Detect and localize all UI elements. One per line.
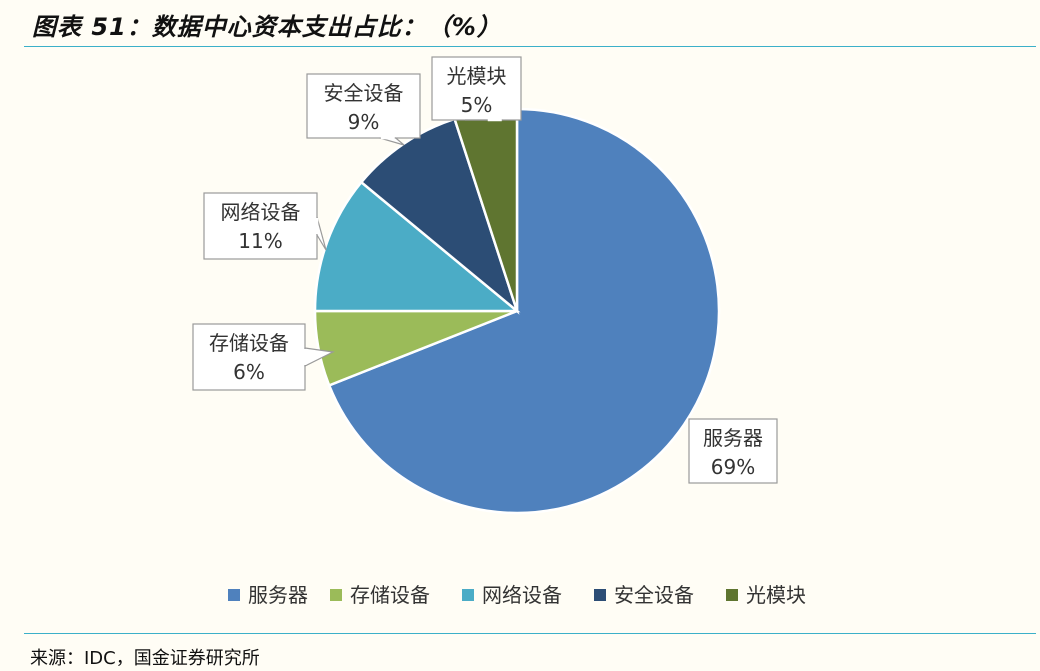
legend-item: 存储设备 — [330, 583, 430, 607]
figure-title: 图表 51：数据中心资本支出占比：（%） — [32, 13, 502, 41]
callout-box — [688, 418, 778, 484]
legend-swatch — [594, 589, 606, 601]
legend-item: 光模块 — [726, 583, 806, 607]
legend-label: 服务器 — [248, 583, 308, 607]
slice-callout: 光模块 5% — [431, 56, 522, 122]
legend-label: 存储设备 — [350, 583, 430, 607]
legend-label: 网络设备 — [482, 583, 562, 607]
legend-swatch — [228, 589, 240, 601]
callout-percent-label: 6% — [233, 360, 265, 384]
callout-box — [203, 192, 318, 260]
callout-category-label: 网络设备 — [221, 200, 301, 224]
legend-item: 安全设备 — [594, 583, 694, 607]
legend-swatch — [462, 589, 474, 601]
slice-callout: 网络设备 11% — [203, 192, 327, 260]
title-divider — [24, 46, 1036, 47]
callout-percent-label: 5% — [461, 93, 493, 117]
callout-percent-label: 9% — [348, 110, 380, 134]
callout-category-label: 安全设备 — [324, 81, 404, 105]
pie-slices — [313, 107, 721, 515]
legend-item: 网络设备 — [462, 583, 562, 607]
pie-slice — [327, 107, 721, 515]
source-divider — [24, 633, 1036, 634]
callout-box — [306, 73, 421, 139]
callout-box — [192, 323, 306, 391]
slice-callout: 存储设备 6% — [192, 323, 335, 391]
callout-category-label: 存储设备 — [209, 331, 289, 355]
callout-pointer — [316, 216, 327, 251]
slice-callouts: 服务器 69% 存储设备 6% 网络设备 11% 安全设备 9% 光模块 5% — [192, 56, 778, 484]
callout-box — [431, 56, 522, 121]
callout-percent-label: 69% — [711, 455, 755, 479]
legend-swatch — [330, 589, 342, 601]
legend-swatch — [726, 589, 738, 601]
callout-percent-label: 11% — [238, 229, 282, 253]
legend-item: 服务器 — [228, 583, 308, 607]
legend-label: 光模块 — [746, 583, 806, 607]
pie-slice — [313, 180, 521, 313]
slice-callout: 服务器 69% — [688, 418, 778, 484]
callout-category-label: 服务器 — [703, 426, 763, 450]
legend-label: 安全设备 — [614, 583, 694, 607]
callout-category-label: 光模块 — [447, 64, 507, 88]
slice-callout: 安全设备 9% — [306, 73, 421, 146]
figure-source: 来源：IDC，国金证券研究所 — [30, 648, 260, 669]
chart-legend: 服务器 存储设备 网络设备 安全设备 光模块 — [228, 583, 806, 607]
